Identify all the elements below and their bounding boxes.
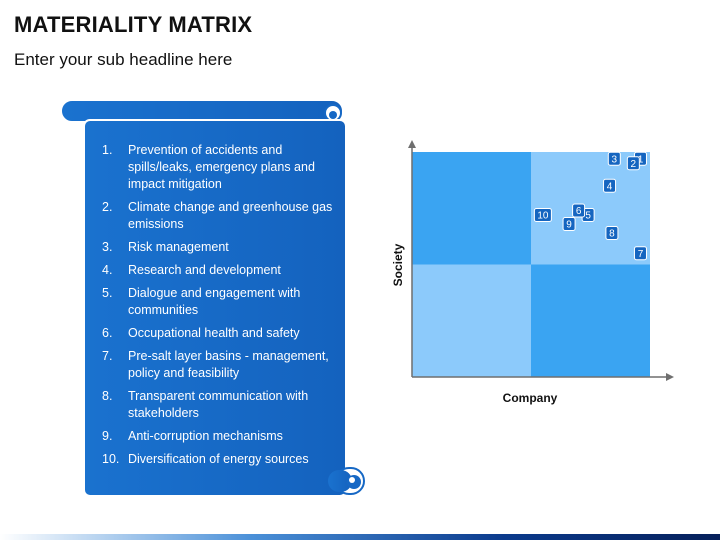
data-point-label: 7 (638, 249, 644, 260)
data-point-9: 9 (562, 217, 576, 231)
data-point-6: 6 (572, 203, 586, 218)
data-point-label: 6 (576, 206, 582, 217)
data-point-label: 10 (537, 211, 549, 222)
data-point-label: 1 (638, 154, 644, 165)
scroll-panel: 1. Prevention of accidents and spills/lea… (58, 96, 368, 500)
list-item: 5. Dialogue and engagement with communiti… (98, 285, 338, 319)
list-item-number: 2. (102, 200, 113, 214)
data-point-marker (572, 203, 586, 218)
list-item-number: 9. (102, 429, 113, 443)
list-item-text: Occupational health and safety (128, 326, 300, 340)
list-item: 2. Climate change and greenhouse gas emis… (98, 199, 338, 233)
list-item-text: Transparent communication with stakehold… (128, 389, 309, 420)
page-title: MATERIALITY MATRIX (14, 12, 253, 37)
list-item: 7. Pre-salt layer basins - management, po… (98, 348, 338, 382)
data-point-marker (626, 156, 640, 171)
data-point-marker (562, 217, 576, 231)
list-item-text: Prevention of accidents and spills/leaks… (128, 143, 315, 191)
list-item-number: 4. (102, 263, 113, 277)
y-axis-arrow (408, 140, 416, 148)
list-item-number: 8. (102, 389, 113, 403)
list-item: 1. Prevention of accidents and spills/lea… (98, 142, 338, 193)
materiality-matrix: 1 2 3 4 5 6 7 8 9 10 (388, 136, 678, 410)
data-point-marker (605, 226, 619, 240)
list-item-number: 6. (102, 326, 113, 340)
y-axis-label: Society (391, 243, 405, 287)
x-axis-label: Company (502, 391, 558, 405)
data-point-label: 3 (612, 154, 618, 165)
footer-bar (0, 534, 720, 540)
data-point-marker (633, 246, 647, 261)
list-item: 3. Risk management (98, 239, 338, 256)
data-point-marker (607, 151, 621, 166)
quadrant-top-left (412, 152, 531, 265)
data-point-label: 4 (607, 181, 613, 192)
scroll-shape (60, 99, 365, 497)
data-point-7: 7 (633, 246, 647, 261)
list-item-number: 7. (102, 349, 113, 363)
list-item-number: 5. (102, 286, 113, 300)
data-point-marker (533, 208, 552, 222)
page-subtitle: Enter your sub headline here (14, 50, 233, 69)
data-point-label: 8 (609, 229, 615, 240)
list-item-text: Anti-corruption mechanisms (128, 429, 283, 443)
data-point-10: 10 (533, 208, 552, 222)
issue-list: 1. Prevention of accidents and spills/lea… (98, 142, 338, 474)
list-item: 8. Transparent communication with stakeho… (98, 388, 338, 422)
list-item-text: Dialogue and engagement with communities (128, 286, 301, 317)
data-point-3: 3 (607, 151, 621, 166)
data-point-marker (603, 178, 617, 193)
list-item-text: Diversification of energy sources (128, 452, 309, 466)
list-item-text: Pre-salt layer basins - management, poli… (128, 349, 329, 380)
list-item-text: Research and development (128, 263, 281, 277)
data-point-4: 4 (603, 178, 617, 193)
data-point-8: 8 (605, 226, 619, 240)
list-item-text: Climate change and greenhouse gas emissi… (128, 200, 333, 231)
data-point-2: 2 (626, 156, 640, 171)
list-item-text: Risk management (128, 240, 229, 254)
x-axis-arrow (666, 373, 674, 381)
list-item: 9. Anti-corruption mechanisms (98, 428, 338, 445)
data-point-label: 2 (631, 159, 637, 170)
list-item-number: 10. (102, 452, 120, 466)
data-point-label: 9 (566, 220, 572, 231)
quadrant-bottom-left (412, 264, 531, 377)
list-item: 4. Research and development (98, 262, 338, 279)
list-item: 6. Occupational health and safety (98, 325, 338, 342)
quadrant-bottom-right (531, 264, 650, 377)
list-item: 10. Diversification of energy sources (98, 451, 338, 468)
data-point-label: 5 (585, 211, 591, 222)
list-item-number: 1. (102, 143, 113, 157)
list-item-number: 3. (102, 240, 113, 254)
